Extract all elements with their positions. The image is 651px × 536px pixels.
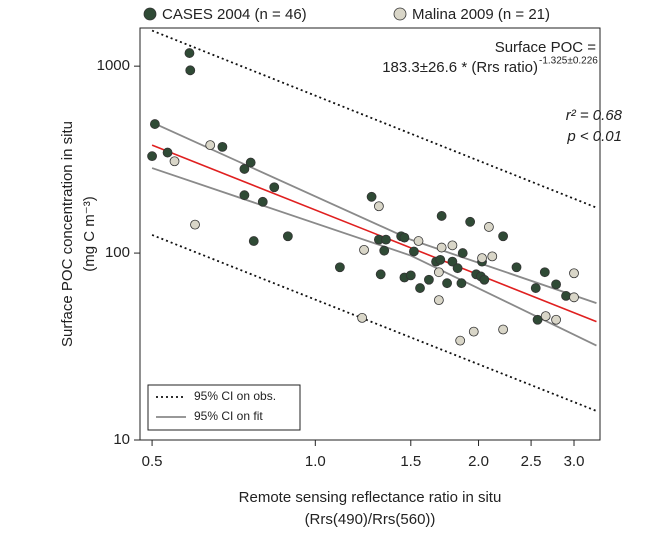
point — [424, 274, 434, 285]
legend-label: 95% CI on fit — [194, 409, 263, 423]
point — [184, 48, 195, 58]
point — [433, 267, 444, 278]
point — [479, 274, 490, 285]
point — [379, 245, 390, 256]
point — [357, 312, 368, 323]
point — [334, 262, 345, 273]
point — [415, 283, 425, 293]
point — [511, 262, 522, 273]
point — [530, 283, 541, 293]
point — [399, 232, 410, 243]
point — [498, 231, 509, 242]
y-tick-label: 10 — [113, 431, 130, 448]
point — [435, 254, 446, 265]
point — [239, 164, 250, 174]
x-tick-label: 0.5 — [142, 453, 163, 470]
point — [447, 240, 458, 251]
point — [569, 268, 579, 279]
point — [483, 222, 494, 232]
legend-marker — [143, 7, 157, 21]
point — [433, 295, 444, 306]
point — [457, 248, 468, 258]
point — [169, 156, 180, 167]
y-tick-label: 1000 — [97, 57, 130, 74]
point — [532, 314, 543, 325]
point — [257, 196, 268, 207]
point — [477, 253, 487, 264]
point — [456, 278, 467, 289]
point — [413, 236, 424, 246]
equation-line1: Surface POC = — [495, 39, 597, 56]
y-axis-label: (mg C m⁻³) — [81, 196, 98, 271]
point — [561, 291, 571, 301]
point — [147, 151, 157, 162]
x-tick-label: 3.0 — [564, 453, 585, 470]
equation-exponent: -1.325±0.226 — [539, 56, 598, 67]
point — [436, 211, 447, 221]
point — [366, 191, 377, 202]
point — [551, 279, 561, 290]
legend-marker — [393, 7, 407, 21]
x-tick-label: 2.5 — [521, 453, 542, 470]
point — [375, 269, 386, 280]
point — [217, 141, 228, 152]
ci-line — [151, 29, 597, 209]
legend-label: 95% CI on obs. — [194, 389, 276, 403]
point — [205, 140, 216, 151]
y-axis-label: Surface POC concentration in situ — [59, 121, 76, 347]
legend-label: CASES 2004 (n = 46) — [162, 6, 307, 23]
ci-line — [151, 167, 597, 347]
point — [239, 190, 250, 201]
fit-line — [151, 144, 597, 323]
point — [468, 326, 479, 337]
point — [359, 244, 369, 255]
point — [190, 219, 200, 230]
point — [436, 242, 447, 253]
point — [447, 256, 458, 267]
point — [465, 216, 476, 227]
point — [551, 314, 561, 325]
legend-box — [147, 384, 301, 431]
point — [498, 324, 509, 335]
x-tick-label: 2.0 — [468, 453, 489, 470]
point — [162, 147, 173, 158]
point — [409, 246, 419, 257]
y-tick-label: 100 — [105, 244, 130, 261]
point — [245, 157, 256, 168]
point — [487, 251, 498, 262]
p-annotation: p < 0.01 — [566, 128, 622, 145]
point — [149, 119, 160, 129]
x-axis-label: (Rrs(490)/Rrs(560)) — [305, 511, 436, 528]
point — [442, 278, 452, 289]
point — [452, 263, 463, 274]
point — [282, 231, 293, 242]
point — [248, 236, 259, 246]
point — [185, 65, 196, 76]
point — [569, 292, 579, 303]
point — [373, 201, 384, 212]
plot-frame — [139, 27, 601, 441]
point — [405, 270, 416, 281]
legend-label: Malina 2009 (n = 21) — [412, 6, 550, 23]
x-axis-label: Remote sensing reflectance ratio in situ — [239, 489, 502, 506]
point — [269, 182, 280, 193]
point — [539, 267, 550, 278]
x-tick-label: 1.0 — [305, 453, 326, 470]
point — [540, 311, 551, 322]
point — [455, 335, 466, 346]
equation-line2: 183.3±26.6 * (Rrs ratio) — [382, 59, 538, 76]
r2-annotation: r² = 0.68 — [566, 107, 623, 124]
point — [381, 234, 391, 245]
x-tick-label: 1.5 — [400, 453, 421, 470]
ci-line — [151, 121, 597, 304]
